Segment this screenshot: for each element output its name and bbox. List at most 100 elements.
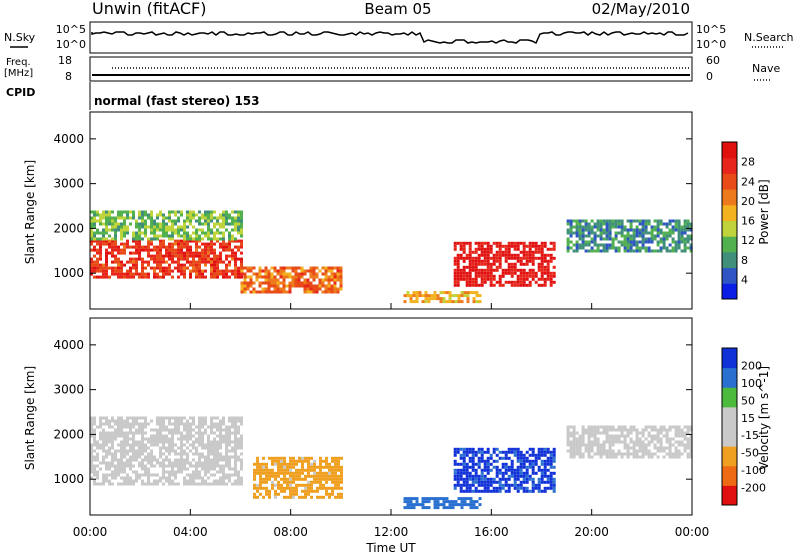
vel-cell bbox=[135, 473, 138, 477]
vel-cell bbox=[274, 471, 277, 475]
x-tick-label: 16:00 bbox=[474, 525, 509, 539]
vel-cell bbox=[195, 440, 198, 444]
vel-cell bbox=[653, 443, 657, 447]
power-cell bbox=[309, 284, 313, 288]
vel-cell bbox=[174, 449, 177, 453]
vel-cell bbox=[99, 431, 102, 435]
power-cell bbox=[492, 253, 496, 257]
power-cell bbox=[216, 272, 219, 276]
vel-cell bbox=[471, 483, 475, 487]
power-cell bbox=[114, 222, 117, 226]
vel-cell bbox=[222, 458, 225, 462]
power-cell bbox=[492, 274, 496, 278]
power-cell bbox=[147, 272, 150, 276]
vel-colorbar-segment bbox=[722, 367, 737, 388]
vel-cell bbox=[632, 455, 636, 459]
power-cell bbox=[153, 245, 156, 249]
power-cell bbox=[522, 250, 526, 254]
power-cell bbox=[288, 281, 292, 285]
vel-cell bbox=[626, 431, 630, 435]
vel-cell bbox=[602, 452, 606, 456]
power-cell bbox=[165, 231, 168, 235]
vel-cell bbox=[689, 440, 693, 444]
vel-cell bbox=[204, 455, 207, 459]
vel-cell bbox=[412, 503, 416, 507]
power-cell bbox=[234, 266, 237, 270]
vel-cell bbox=[153, 482, 156, 486]
power-cell bbox=[608, 219, 612, 223]
power-cell bbox=[513, 283, 517, 287]
power-cell bbox=[90, 272, 93, 276]
power-cell bbox=[665, 225, 669, 229]
power-cell bbox=[677, 243, 681, 247]
power-cell bbox=[276, 269, 280, 273]
vel-cell bbox=[543, 459, 547, 463]
vel-cell bbox=[225, 458, 228, 462]
vel-cell bbox=[566, 434, 570, 438]
power-cell bbox=[141, 257, 144, 261]
vel-cell bbox=[680, 434, 684, 438]
vel-cell bbox=[602, 443, 606, 447]
power-cell bbox=[168, 251, 171, 255]
power-cell bbox=[117, 216, 120, 220]
vel-cell bbox=[477, 465, 481, 469]
vel-cell bbox=[277, 483, 280, 487]
power-cell bbox=[147, 251, 150, 255]
power-cell bbox=[333, 284, 337, 288]
vel-cell bbox=[328, 486, 331, 490]
power-cell bbox=[90, 228, 93, 232]
power-cell bbox=[132, 260, 135, 264]
vel-cell bbox=[522, 486, 526, 490]
power-ytick-label: 4000 bbox=[53, 132, 84, 146]
vel-colorbar-segment bbox=[722, 446, 737, 467]
vel-cell bbox=[599, 443, 603, 447]
vel-cell bbox=[442, 497, 446, 501]
vel-cell bbox=[234, 446, 237, 450]
vel-cell bbox=[132, 419, 135, 423]
power-cell bbox=[171, 245, 174, 249]
power-cell bbox=[273, 269, 277, 273]
vel-cell bbox=[132, 437, 135, 441]
power-cell bbox=[599, 237, 603, 241]
power-cell bbox=[480, 271, 484, 275]
power-cell bbox=[495, 250, 499, 254]
vel-cell bbox=[543, 474, 547, 478]
power-cell bbox=[596, 219, 600, 223]
power-cell bbox=[219, 254, 222, 258]
vel-cell bbox=[659, 425, 663, 429]
power-cell bbox=[456, 253, 460, 257]
vel-cell bbox=[210, 440, 213, 444]
vel-cell bbox=[310, 474, 313, 478]
vel-cell bbox=[114, 437, 117, 441]
vel-cell bbox=[451, 500, 455, 504]
vel-cell bbox=[102, 449, 105, 453]
power-cell bbox=[105, 225, 108, 229]
power-cell bbox=[540, 244, 544, 248]
power-cell bbox=[677, 237, 681, 241]
vel-cell bbox=[289, 456, 292, 460]
power-cell bbox=[240, 290, 244, 294]
power-colorbar-tick: 4 bbox=[741, 273, 748, 286]
vel-colorbar-segment bbox=[722, 406, 737, 427]
vel-cell bbox=[96, 458, 99, 462]
power-cell bbox=[456, 241, 460, 245]
vel-cell bbox=[295, 471, 298, 475]
power-cell bbox=[120, 266, 123, 270]
vel-cell bbox=[265, 468, 268, 472]
vel-cell bbox=[635, 437, 639, 441]
power-cell bbox=[686, 246, 690, 250]
power-cell bbox=[599, 243, 603, 247]
vel-cell bbox=[129, 476, 132, 480]
power-colorbar-tick: 24 bbox=[741, 175, 755, 188]
vel-cell bbox=[198, 416, 201, 420]
vel-cell bbox=[635, 428, 639, 432]
power-cell bbox=[120, 272, 123, 276]
vel-cell bbox=[150, 464, 153, 468]
vel-cell bbox=[516, 459, 520, 463]
power-cell bbox=[403, 300, 407, 304]
power-cell bbox=[192, 231, 195, 235]
vel-cell bbox=[629, 440, 633, 444]
vel-cell bbox=[665, 440, 669, 444]
power-cell bbox=[213, 216, 216, 220]
vel-cell bbox=[129, 479, 132, 483]
